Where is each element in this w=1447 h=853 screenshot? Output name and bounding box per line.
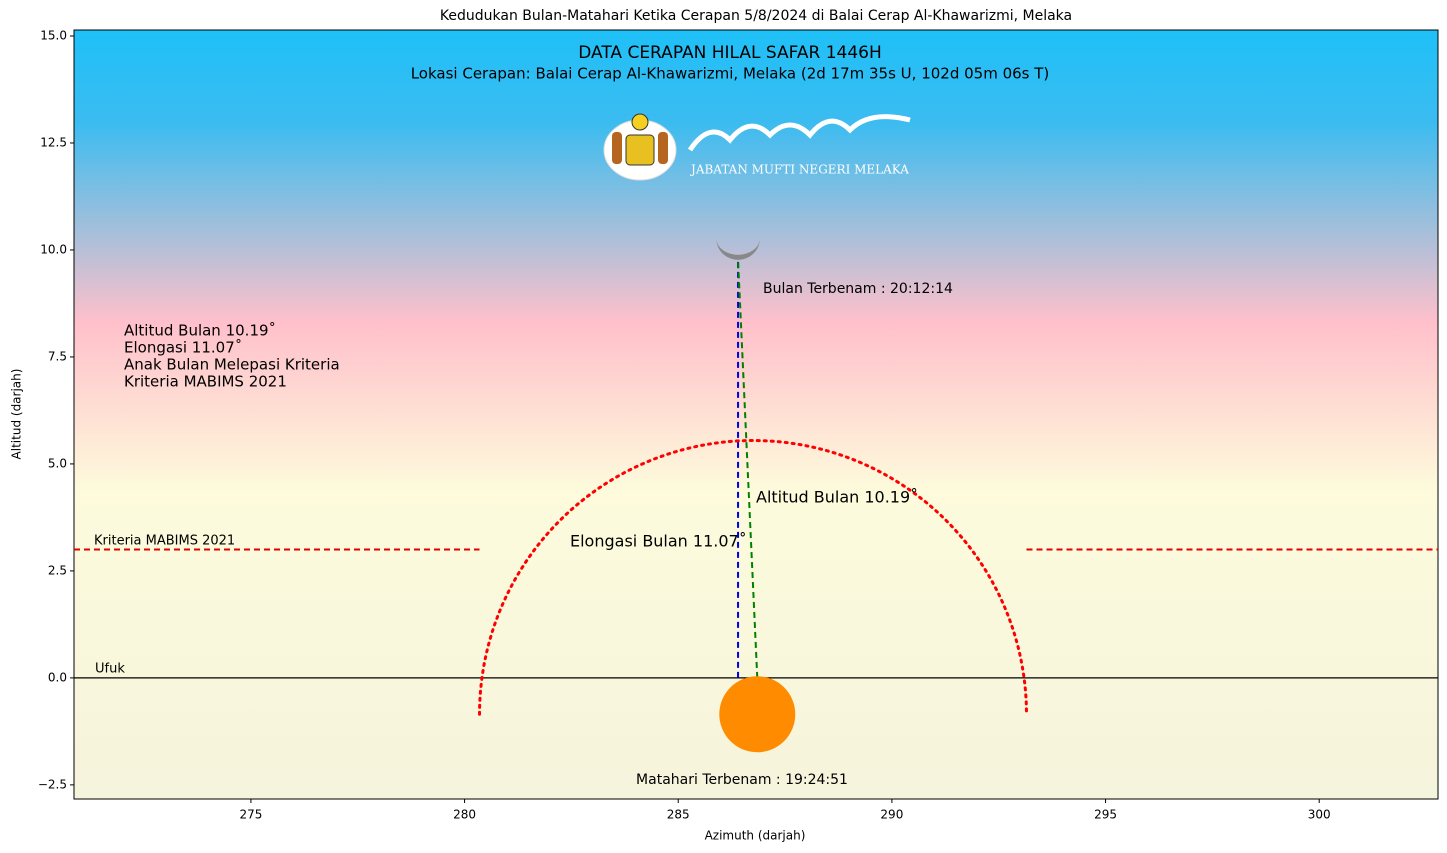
x-tick-label: 290 [880,808,903,822]
info-text: Altitud Bulan 10.19˚ [124,322,276,340]
altitude-label: Altitud Bulan 10.19˚ [756,488,918,507]
y-tick-label: 0.0 [48,670,67,684]
location: Lokasi Cerapan: Balai Cerap Al-Khawarizm… [411,65,1050,83]
y-tick-label: 10.0 [40,242,67,256]
info-text: Kriteria MABIMS 2021 [124,373,287,391]
x-tick-label: 300 [1308,808,1331,822]
chart-title: Kedudukan Bulan-Matahari Ketika Cerapan … [440,8,1072,24]
x-tick-label: 280 [453,808,476,822]
plot-frame [73,29,1439,800]
y-tick-label: 7.5 [48,349,67,363]
x-tick-label: 275 [239,808,262,822]
heading: DATA CERAPAN HILAL SAFAR 1446H [578,43,882,63]
elongation-label: Elongasi Bulan 11.07˚ [570,532,747,551]
logo-text: JABATAN MUFTI NEGERI MELAKA [689,163,909,177]
info-text: Anak Bulan Melepasi Kriteria [124,356,340,374]
moonset-label: Bulan Terbenam : 20:12:14 [763,281,953,297]
plot-background [74,30,1438,799]
x-tick-label: 295 [1094,808,1117,822]
horizon-label: Ufuk [95,662,125,677]
y-tick-label: 12.5 [40,135,67,149]
y-tick-label: 15.0 [40,28,67,42]
elongation-arc [478,439,1028,716]
sun [719,676,796,753]
sunset-label: Matahari Terbenam : 19:24:51 [636,772,848,788]
y-tick-label: −2.5 [38,777,67,791]
x-axis-label: Azimuth (darjah) [705,829,806,843]
logo [603,113,911,181]
x-tick-label: 285 [667,808,690,822]
moon [716,237,761,260]
y-tick-label: 5.0 [48,456,67,470]
info-text: Elongasi 11.07˚ [124,339,242,357]
y-tick-label: 2.5 [48,563,67,577]
y-axis-label: Altitud (darjah) [10,369,24,460]
criteria-label: Kriteria MABIMS 2021 [94,534,235,549]
